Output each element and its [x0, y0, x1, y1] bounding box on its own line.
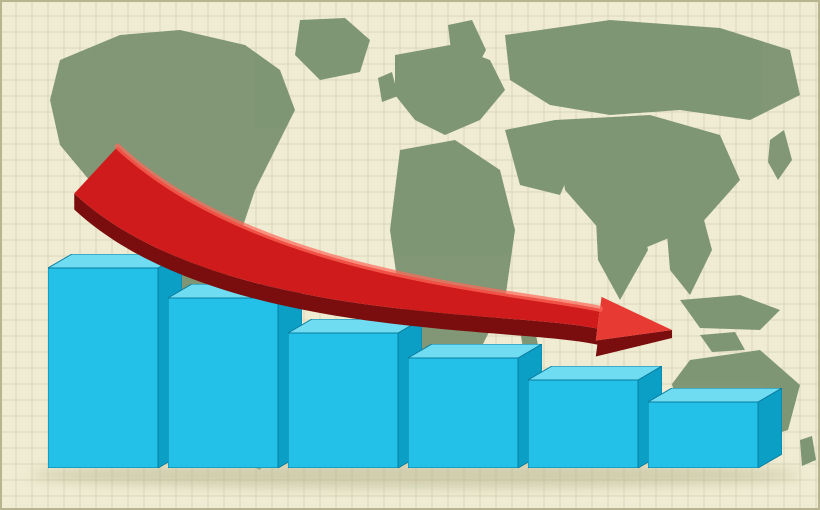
bar-1 — [48, 254, 182, 468]
bar-chart — [0, 0, 820, 510]
bar-3 — [288, 319, 422, 468]
infographic-canvas — [0, 0, 820, 510]
bar-4 — [408, 344, 542, 468]
bar-5 — [528, 366, 662, 468]
bar-2 — [168, 284, 302, 468]
bar-6 — [648, 388, 782, 468]
